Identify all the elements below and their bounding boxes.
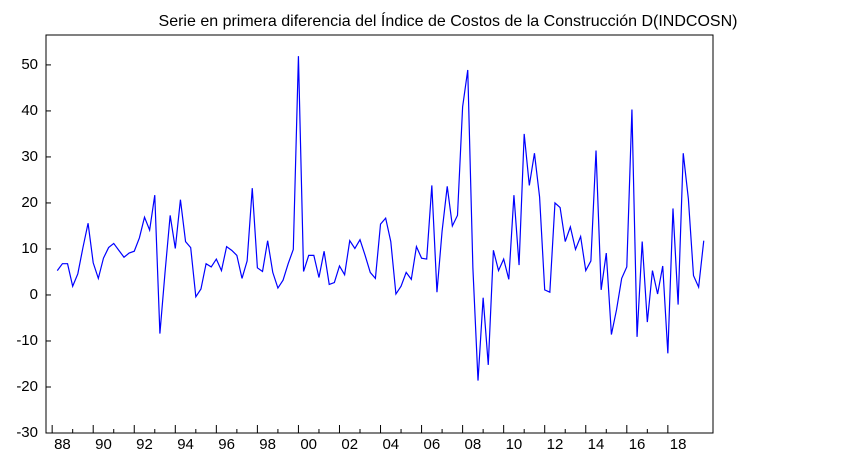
x-tick-label: 88: [54, 436, 71, 452]
y-tick-label: -20: [16, 378, 38, 395]
x-tick-label: 06: [423, 436, 440, 452]
x-tick-label: 16: [629, 436, 646, 452]
x-tick-label: 04: [382, 436, 399, 452]
y-tick-label: 0: [30, 286, 38, 303]
x-tick-label: 96: [218, 436, 235, 452]
x-tick-label: 94: [177, 436, 194, 452]
data-line: [56, 56, 705, 381]
y-tick-label: 50: [21, 56, 38, 73]
y-tick-label: 20: [21, 194, 38, 211]
x-tick-label: 98: [259, 436, 276, 452]
x-tick-label: 12: [547, 436, 564, 452]
y-tick-label: -10: [16, 332, 38, 349]
x-tick-label: 14: [588, 436, 605, 452]
x-tick-label: 10: [506, 436, 523, 452]
x-tick-label: 18: [670, 436, 687, 452]
x-tick-label: 92: [136, 436, 153, 452]
y-tick-label: -30: [16, 424, 38, 441]
y-tick-label: 10: [21, 240, 38, 257]
x-tick-label: 02: [341, 436, 358, 452]
plot-frame: [45, 34, 714, 434]
y-tick-label: 40: [21, 102, 38, 119]
chart-title: Serie en primera diferencia del Índice d…: [159, 11, 738, 30]
x-tick-label: 90: [95, 436, 112, 452]
x-tick-label: 08: [465, 436, 482, 452]
y-tick-label: 30: [21, 148, 38, 165]
x-tick-label: 00: [300, 436, 317, 452]
